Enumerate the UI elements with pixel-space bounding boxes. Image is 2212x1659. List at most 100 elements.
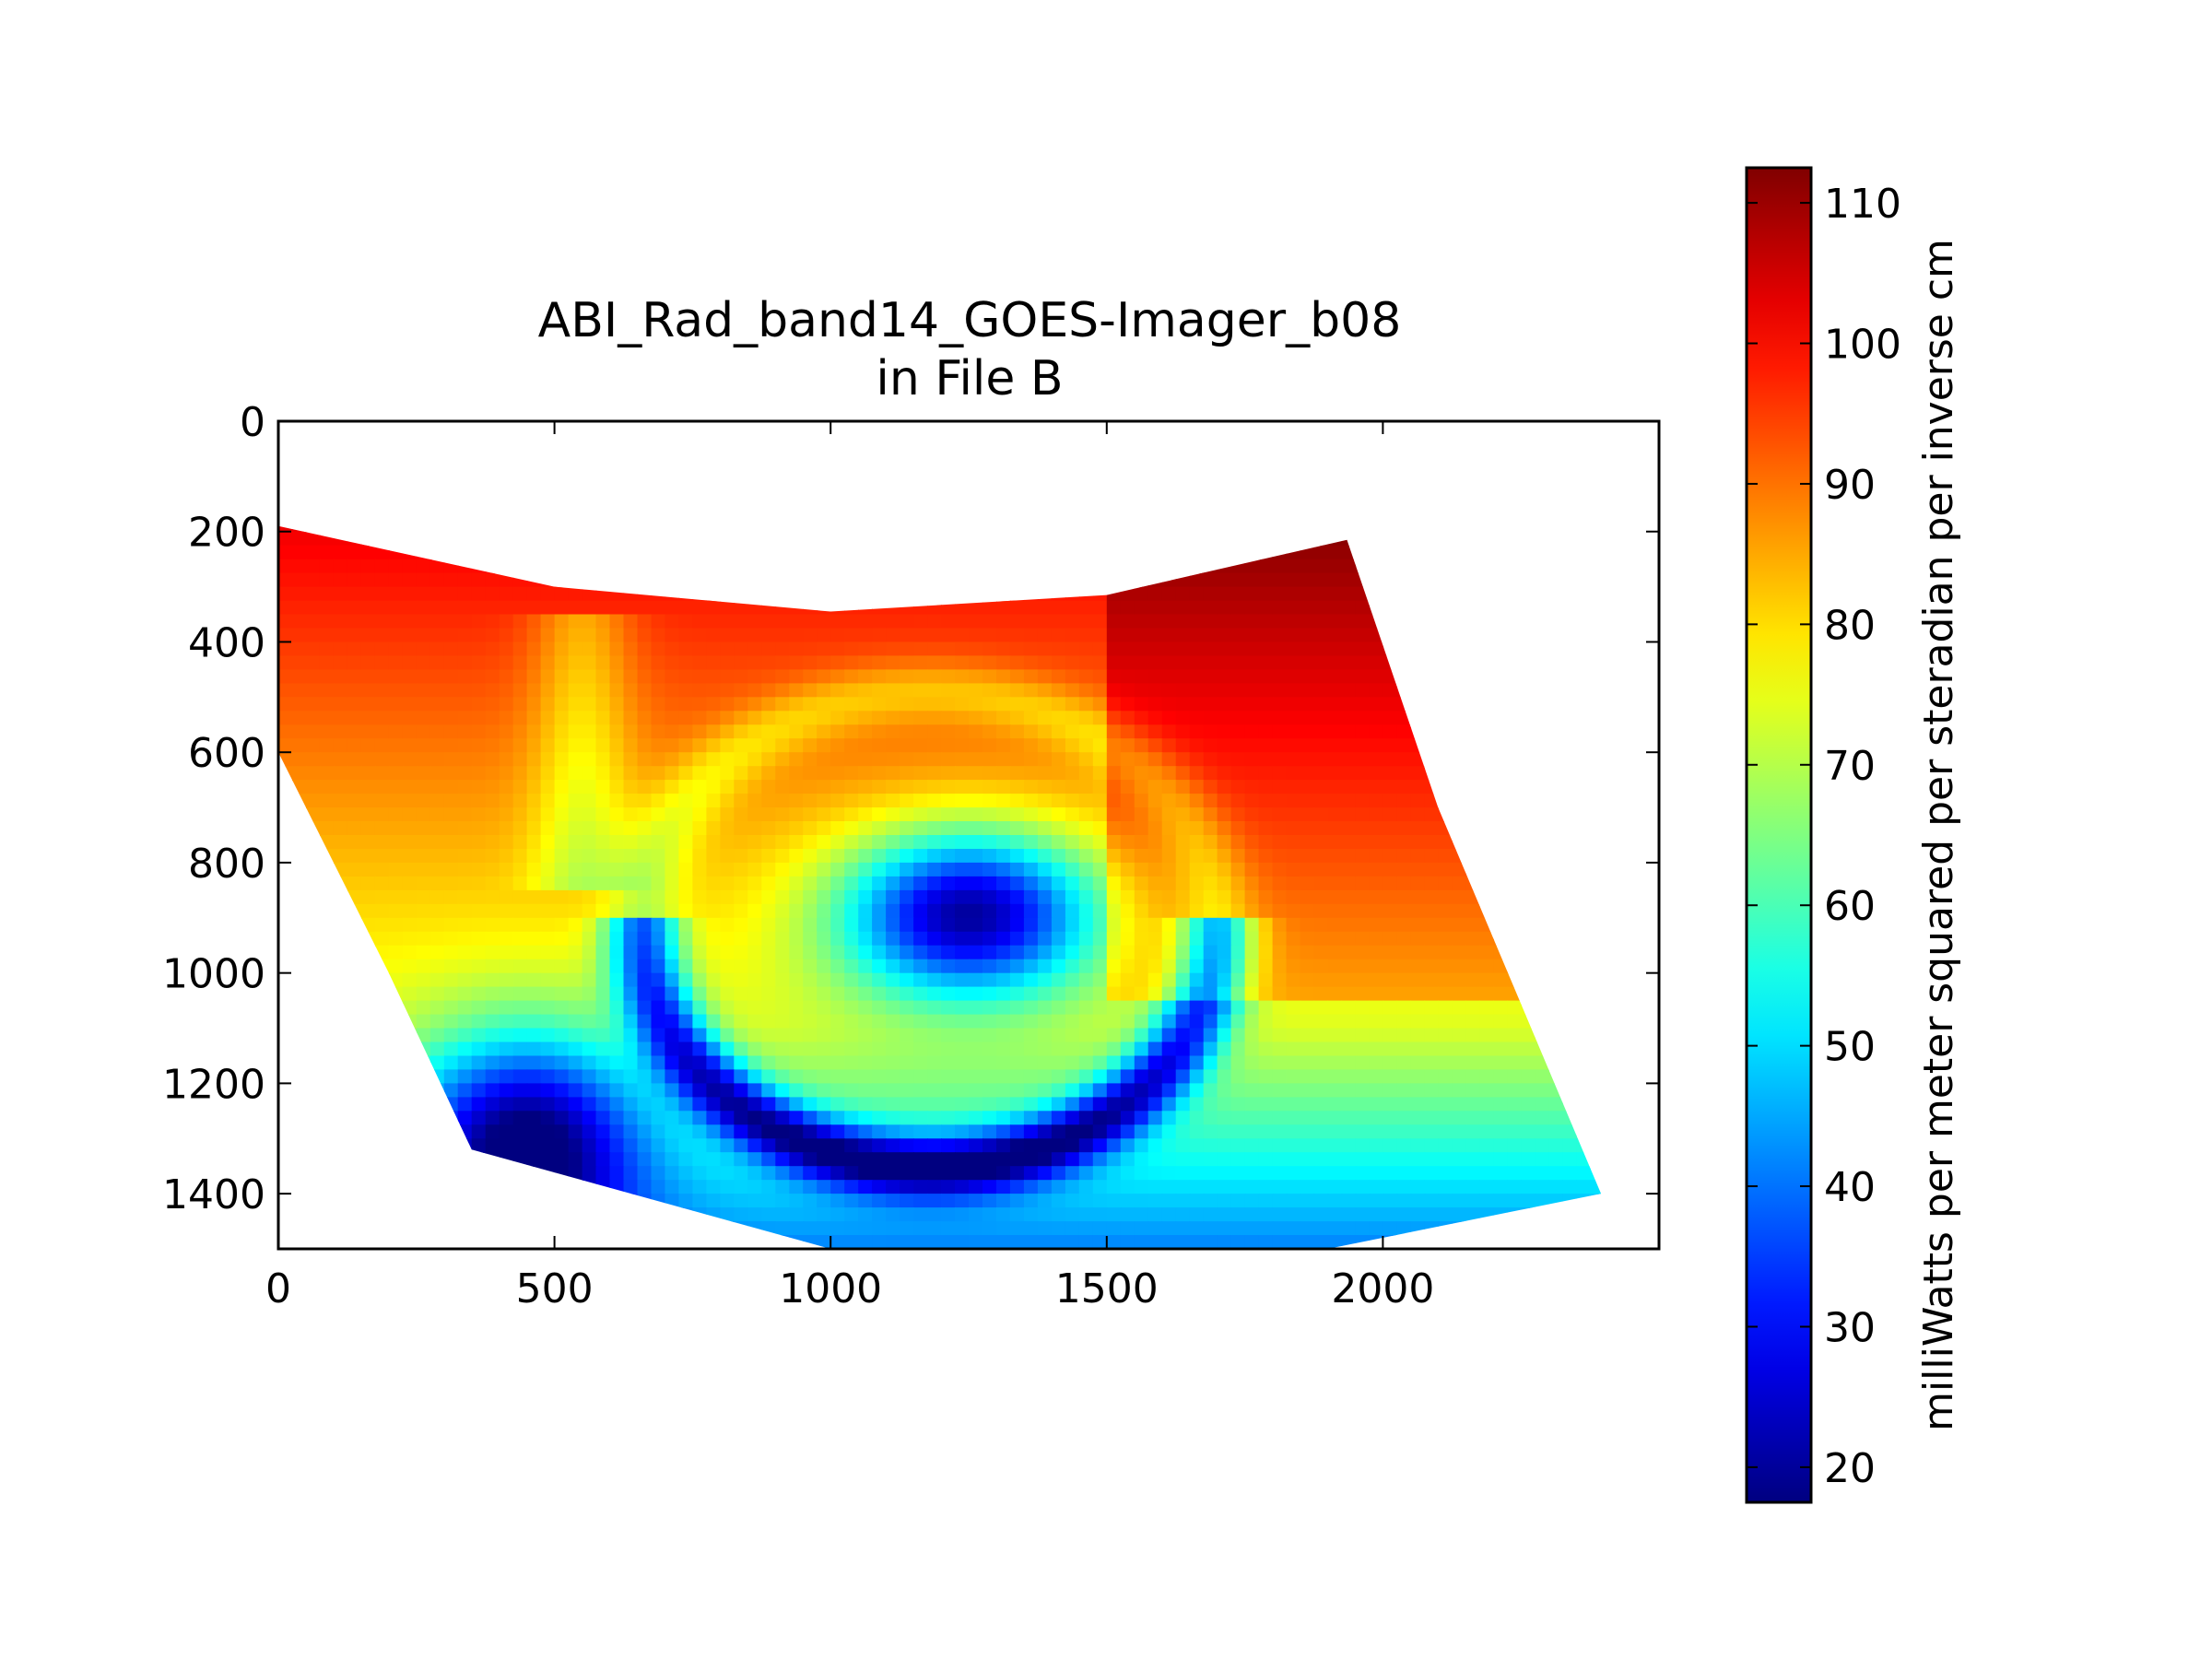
heatmap-cell [941,876,956,891]
heatmap-cell [526,683,542,699]
heatmap-cell [706,849,722,864]
heatmap-cell [1493,1097,1508,1112]
heatmap-cell [443,614,459,629]
heatmap-cell [512,821,528,836]
heatmap-cell [568,959,583,974]
heatmap-cell [471,614,487,629]
heatmap-cell [1120,862,1135,877]
heatmap-cell [1493,1055,1508,1071]
heatmap-cell [1548,1124,1563,1140]
heatmap-cell [360,559,376,574]
heatmap-cell [913,669,928,685]
heatmap-cell [1258,1166,1274,1181]
heatmap-cell [1382,807,1398,822]
heatmap-cell [734,1041,749,1057]
heatmap-cell [1258,1083,1274,1099]
heatmap-cell [665,835,680,850]
heatmap-cell [1120,655,1135,671]
heatmap-cell [996,1111,1011,1126]
heatmap-cell [1023,972,1039,988]
heatmap-cell [637,1014,653,1030]
heatmap-cell [1078,724,1094,740]
heatmap-cell [830,614,845,629]
heatmap-cell [416,972,431,988]
heatmap-cell [817,1083,831,1099]
heatmap-cell [720,669,735,685]
heatmap-cell [1272,903,1288,919]
heatmap-cell [941,917,956,933]
heatmap-cell [1161,614,1177,629]
heatmap-cell [817,614,831,629]
heatmap-cell [1396,807,1412,822]
heatmap-cell [1078,959,1094,974]
heatmap-cell [1452,862,1467,877]
heatmap-cell [941,835,956,850]
heatmap-cell [499,889,514,905]
heatmap-cell [858,655,873,671]
heatmap-cell [1161,711,1177,726]
heatmap-cell [554,1041,570,1057]
heatmap-cell [1009,711,1025,726]
heatmap-cell [1230,889,1246,905]
chart-subtitle: in File B [876,351,1063,406]
heatmap-cell [347,683,362,699]
heatmap-cell [333,821,348,836]
heatmap-cell [1051,766,1066,781]
heatmap-cell [1051,752,1066,767]
heatmap-cell [637,1124,653,1140]
heatmap-cell [1300,1111,1315,1126]
heatmap-cell [319,766,335,781]
heatmap-cell [1120,1041,1135,1057]
heatmap-cell [692,1180,708,1194]
heatmap-cell [913,1194,928,1208]
heatmap-cell [692,1069,708,1085]
heatmap-cell [665,821,680,836]
heatmap-cell [1507,1041,1522,1057]
heatmap-cell [858,641,873,657]
heatmap-cell [1313,697,1329,712]
heatmap-cell [1217,959,1232,974]
heatmap-cell [1009,1028,1025,1043]
heatmap-cell [1203,752,1218,767]
heatmap-cell [651,835,666,850]
heatmap-cell [720,738,735,753]
heatmap-cell [347,559,362,574]
heatmap-cell [706,835,722,850]
heatmap-cell [1189,1014,1205,1030]
heatmap-cell [734,849,749,864]
heatmap-cell [1023,628,1039,643]
heatmap-cell [623,1014,639,1030]
heatmap-cell [637,1180,653,1194]
heatmap-cell [1009,655,1025,671]
heatmap-cell [540,586,556,602]
heatmap-cell [374,780,390,794]
heatmap-cell [900,1028,914,1043]
heatmap-cell [858,945,873,960]
heatmap-cell [1065,1124,1080,1140]
heatmap-cell [734,655,749,671]
heatmap-cell [429,572,445,588]
heatmap-cell [1313,794,1329,808]
heatmap-cell [1203,1152,1218,1167]
heatmap-cell [665,1083,680,1099]
heatmap-cell [540,752,556,767]
heatmap-cell [1300,1041,1315,1057]
heatmap-cell [1203,931,1218,947]
heatmap-cell [775,972,791,988]
heatmap-cell [457,600,473,616]
heatmap-cell [1341,766,1357,781]
heatmap-cell [789,752,805,767]
heatmap-cell [913,835,928,850]
heatmap-cell [1189,752,1205,767]
heatmap-cell [996,959,1011,974]
heatmap-cell [706,1097,722,1112]
heatmap-cell [1009,1152,1025,1167]
heatmap-cell [388,572,404,588]
heatmap-cell [582,917,597,933]
heatmap-cell [955,1041,970,1057]
heatmap-cell [955,655,970,671]
heatmap-cell [761,614,777,629]
heatmap-cell [1134,794,1149,808]
heatmap-cell [1161,724,1177,740]
heatmap-cell [927,1124,942,1140]
